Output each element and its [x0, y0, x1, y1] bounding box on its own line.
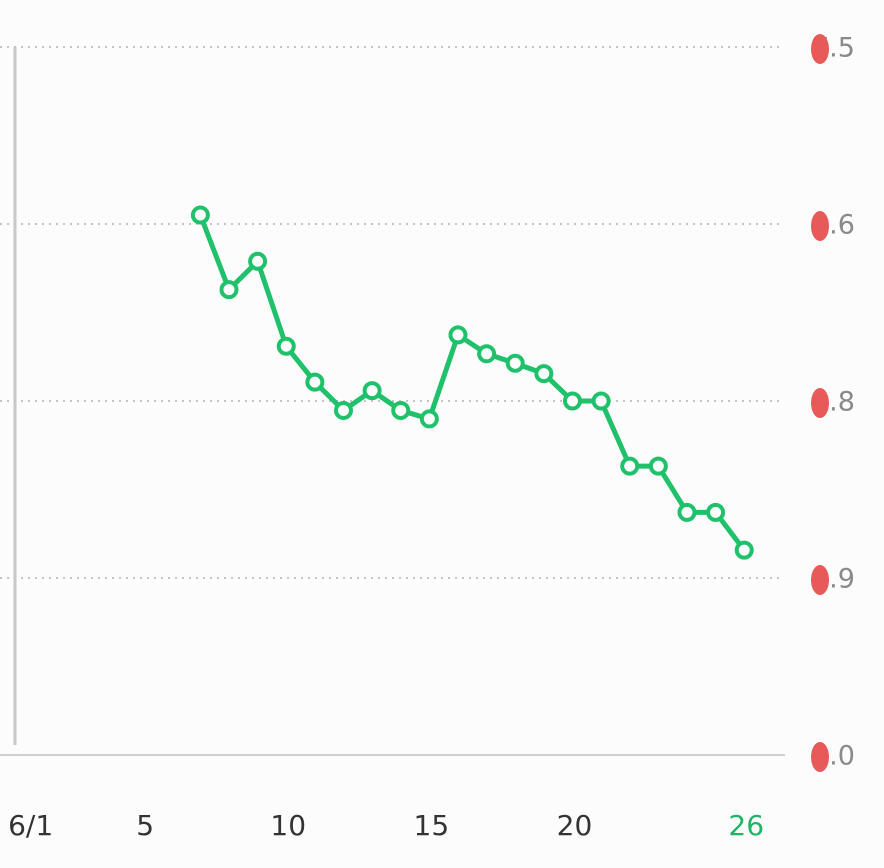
point — [419, 409, 439, 429]
redaction-mark — [811, 388, 829, 418]
point — [219, 280, 239, 300]
point — [248, 251, 268, 271]
redaction-mark — [811, 34, 829, 64]
point — [190, 205, 210, 225]
x-tick-label: 26 — [728, 809, 764, 842]
point — [391, 400, 411, 420]
point — [620, 456, 640, 476]
point — [333, 400, 353, 420]
point — [448, 325, 468, 345]
point — [534, 364, 554, 384]
x-tick-label: 6/1 — [8, 809, 53, 842]
point — [276, 336, 296, 356]
redaction-mark — [811, 742, 829, 772]
point — [706, 502, 726, 522]
x-tick-label: 15 — [414, 809, 450, 842]
point — [477, 344, 497, 364]
point — [305, 372, 325, 392]
point — [362, 381, 382, 401]
x-tick-label: 5 — [136, 809, 154, 842]
x-tick-label: 10 — [270, 809, 306, 842]
point — [591, 391, 611, 411]
redaction-marks — [811, 34, 829, 772]
point — [505, 353, 525, 373]
redaction-mark — [811, 211, 829, 241]
point — [734, 540, 754, 560]
x-tick-label: 20 — [557, 809, 593, 842]
line — [198, 214, 747, 552]
redaction-mark — [811, 565, 829, 595]
point — [562, 391, 582, 411]
point — [677, 502, 697, 522]
point — [648, 456, 668, 476]
